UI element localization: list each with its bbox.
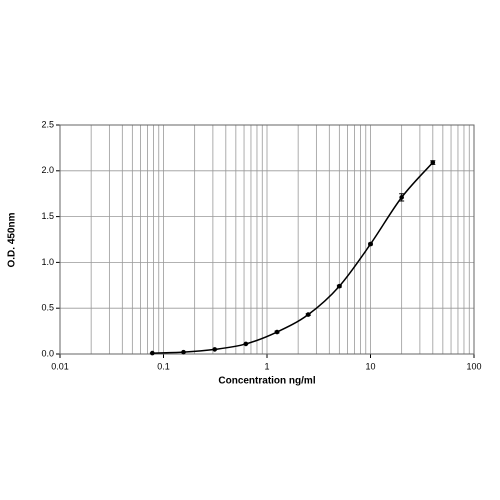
x-tick-label: 0.1 (157, 361, 170, 371)
y-tick-label: 2.5 (41, 119, 54, 129)
data-point (212, 347, 218, 352)
y-tick-label: 1.0 (41, 257, 54, 267)
y-tick-label: 0.5 (41, 303, 54, 313)
x-tick-label: 1 (264, 361, 269, 371)
data-point (274, 329, 280, 335)
data-point (243, 341, 249, 347)
x-tick-label: 100 (466, 361, 481, 371)
y-tick-label: 1.5 (41, 211, 54, 221)
x-tick-label: 10 (365, 361, 375, 371)
x-axis-title: Concentration ng/ml (218, 376, 315, 387)
data-point (368, 241, 373, 247)
data-point (399, 195, 404, 200)
y-axis-title: O.D. 450nm (7, 212, 18, 267)
data-point (430, 160, 436, 165)
data-point (150, 350, 155, 356)
fit-line (152, 162, 434, 354)
data-point (181, 349, 186, 355)
data-point (305, 312, 311, 317)
y-tick-label: 0.0 (41, 348, 54, 358)
data-point (337, 283, 342, 289)
y-tick-label: 2.0 (41, 165, 54, 175)
plot-frame (59, 124, 475, 355)
x-tick-label: 0.01 (51, 361, 69, 371)
